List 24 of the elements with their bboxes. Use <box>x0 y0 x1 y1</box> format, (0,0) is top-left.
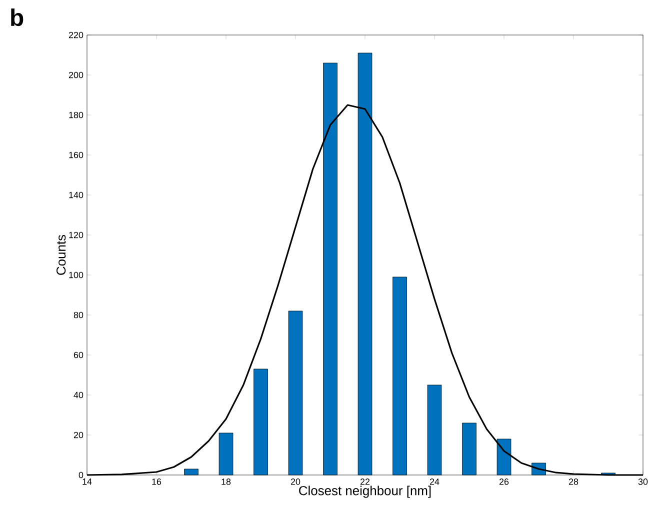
x-tick-label: 18 <box>222 478 231 485</box>
x-tick-label: 26 <box>499 478 509 485</box>
x-tick-label: 16 <box>152 478 162 485</box>
y-tick-label: 160 <box>69 152 84 158</box>
x-tick-label: 14 <box>82 478 92 485</box>
x-tick-label: 20 <box>290 478 300 485</box>
x-tick-label: 28 <box>568 478 578 485</box>
y-tick-label: 40 <box>74 392 84 398</box>
y-tick-label: 140 <box>69 192 84 198</box>
y-axis-title: Counts <box>56 234 66 275</box>
text: b <box>11 8 24 26</box>
y-tick-label: 60 <box>74 352 84 358</box>
y-tick-label: 220 <box>68 32 84 38</box>
y-tick-label: 80 <box>74 312 84 318</box>
y-tick-label: 100 <box>69 272 84 278</box>
y-tick-label: 200 <box>68 72 84 78</box>
x-tick-label: 24 <box>430 478 440 485</box>
y-tick-label: 0 <box>78 472 84 478</box>
y-tick-label: 20 <box>74 432 84 438</box>
x-tick-label: 22 <box>360 478 370 485</box>
y-tick-label: 120 <box>69 232 84 238</box>
x-tick-label: 30 <box>638 478 648 485</box>
x-axis-title: Closest neighbour [nm] <box>299 486 431 498</box>
y-tick-label: 180 <box>69 112 84 118</box>
